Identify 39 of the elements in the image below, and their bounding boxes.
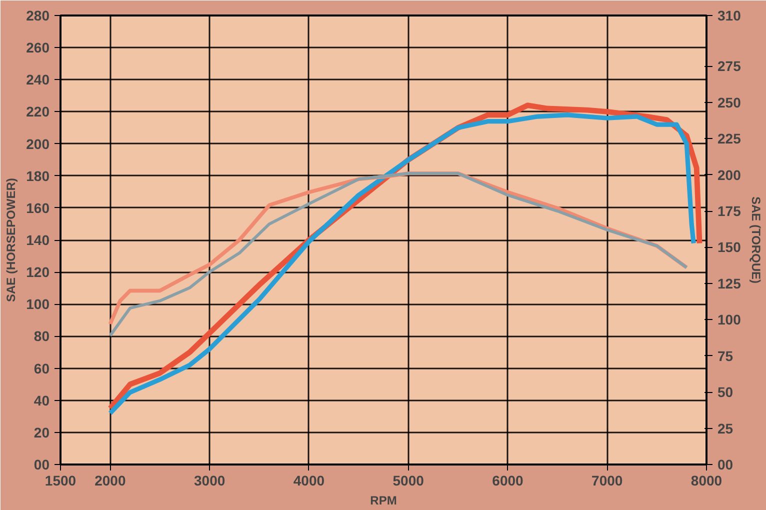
y-tick-label: 160: [26, 200, 50, 216]
y-tick-label: 240: [26, 72, 50, 88]
y-tick-label: 180: [26, 168, 50, 184]
y2-tick-label: 125: [718, 275, 742, 292]
y2-tick-label: 150: [718, 239, 742, 256]
y-tick-label: 280: [26, 8, 50, 24]
y2-tick-label: 75: [718, 348, 734, 364]
y2-tick-label: 50: [718, 384, 734, 400]
x-axis-title: RPM: [370, 494, 397, 508]
y-tick-label: 200: [26, 136, 50, 152]
y-tick-label: 120: [26, 264, 50, 280]
y-tick-label: 100: [26, 296, 50, 312]
y-tick-label: 260: [26, 40, 50, 56]
y-axis-title: SAE (HORSEPOWER): [4, 178, 18, 302]
y-tick-label: 20: [34, 424, 50, 440]
x-tick-label: 8000: [690, 472, 722, 488]
y2-tick-label: 25: [718, 420, 734, 436]
x-tick-label: 2000: [94, 472, 126, 488]
y2-tick-label: 200: [718, 166, 742, 183]
y2-tick-label: 100: [718, 312, 742, 328]
x-tick-label: 1500: [44, 472, 76, 488]
y-tick-label: 140: [26, 232, 50, 248]
y2-tick-label: 175: [718, 203, 742, 220]
y2-tick-label: 310: [718, 8, 742, 24]
y-tick-label: 220: [26, 104, 50, 120]
y2-tick-label: 275: [718, 58, 742, 74]
x-tick-label: 4000: [293, 472, 325, 488]
y-tick-label: 00: [34, 456, 50, 472]
y2-tick-label: 00: [718, 456, 734, 472]
x-tick-label: 5000: [392, 472, 424, 488]
x-tick-label: 6000: [492, 472, 524, 488]
x-tick-label: 3000: [194, 472, 226, 488]
y2-axis-title: SAE (TORQUE): [748, 196, 763, 284]
y-tick-label: 80: [34, 328, 50, 344]
y-tick-label: 40: [34, 392, 50, 408]
x-tick-label: 7000: [592, 472, 623, 488]
y2-tick-label: 250: [718, 94, 742, 110]
y2-tick-label: 225: [718, 130, 742, 147]
y-tick-label: 60: [34, 360, 50, 376]
